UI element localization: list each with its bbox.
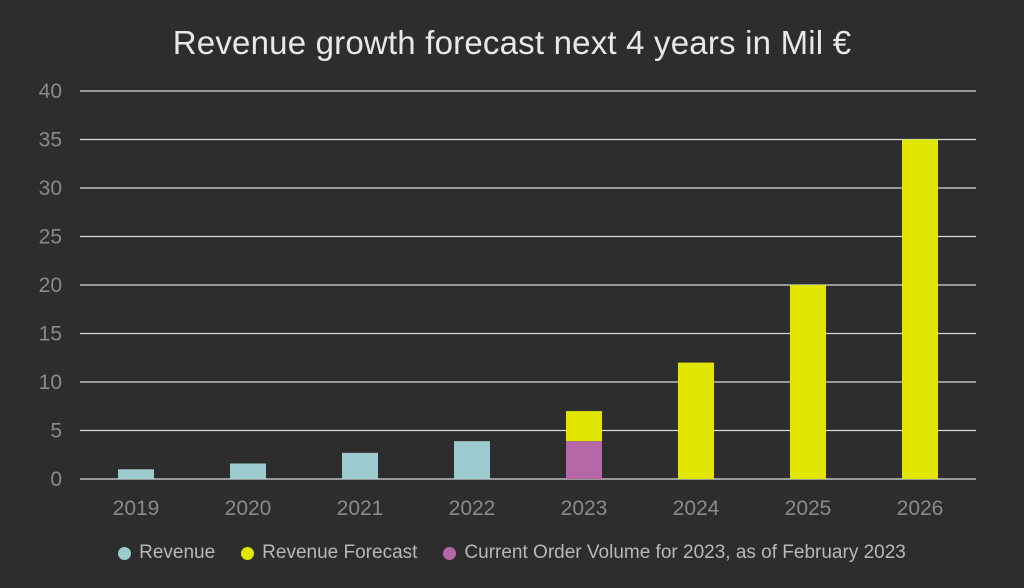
bar (230, 463, 266, 479)
legend-item: Revenue (118, 542, 215, 564)
y-tick-label: 0 (50, 468, 62, 491)
y-tick-label: 5 (50, 420, 62, 443)
y-tick-label: 40 (39, 80, 62, 103)
legend-swatch (241, 546, 255, 560)
y-tick-label: 25 (39, 226, 62, 249)
y-tick-label: 15 (39, 323, 62, 346)
chart-title: Revenue growth forecast next 4 years in … (172, 24, 852, 61)
x-tick-label: 2020 (225, 497, 272, 520)
x-tick-label: 2022 (449, 497, 496, 520)
y-tick-label: 30 (39, 177, 62, 200)
bar (790, 285, 826, 479)
bar (454, 441, 490, 479)
legend-swatch (118, 546, 132, 560)
x-tick-label: 2024 (673, 497, 720, 520)
legend-label: Revenue (139, 542, 216, 563)
chart-legend: Revenue Revenue Forecast Current Order Vol… (0, 542, 1024, 564)
bar (342, 452, 378, 479)
x-tick-label: 2023 (561, 497, 608, 520)
bar (902, 139, 938, 479)
y-tick-label: 35 (39, 129, 62, 152)
bar (566, 441, 602, 479)
bar (678, 362, 714, 479)
legend-label: Revenue Forecast (262, 542, 418, 563)
y-tick-label: 20 (39, 274, 62, 297)
legend-swatch (443, 546, 457, 560)
x-tick-label: 2019 (113, 497, 160, 520)
legend-item: Revenue Forecast (241, 542, 417, 564)
x-tick-label: 2026 (897, 497, 944, 520)
legend-item: Current Order Volume for 2023, as of Feb… (443, 542, 906, 564)
bar (566, 411, 602, 442)
x-tick-label: 2025 (785, 497, 832, 520)
y-tick-label: 10 (39, 371, 62, 394)
legend-label: Current Order Volume for 2023, as of Feb… (464, 542, 906, 563)
x-tick-label: 2021 (337, 497, 384, 520)
bar (118, 469, 154, 479)
